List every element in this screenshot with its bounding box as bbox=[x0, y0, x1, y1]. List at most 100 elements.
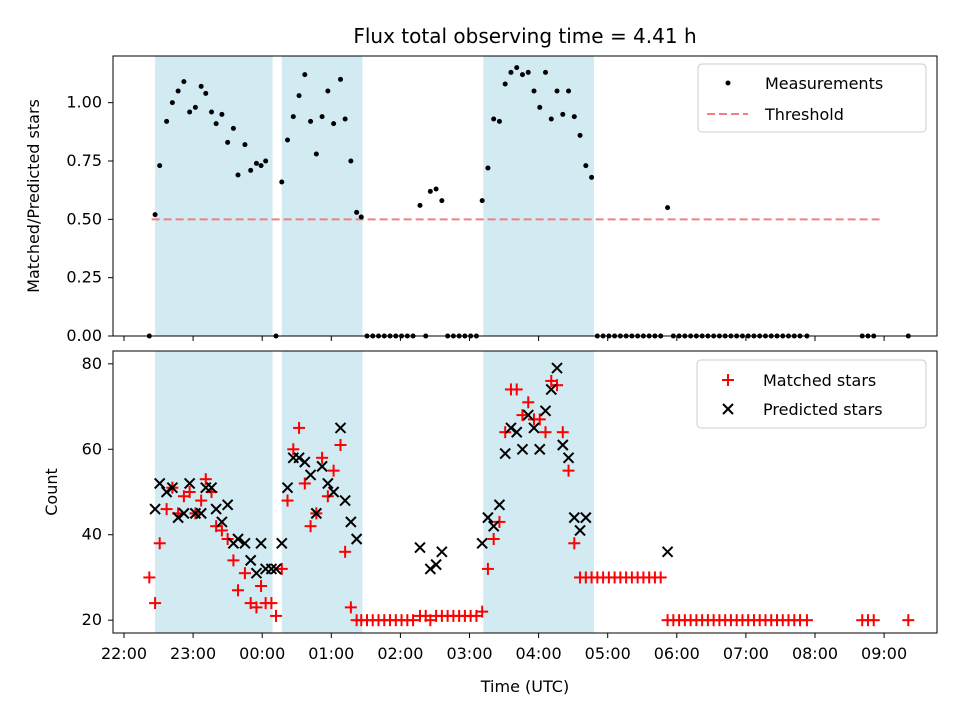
bottom-shade-interval-2 bbox=[483, 351, 594, 633]
predicted-point-44 bbox=[493, 499, 506, 511]
predicted-point-29 bbox=[310, 507, 323, 520]
predicted-point-31 bbox=[322, 477, 334, 490]
matched-point-119 bbox=[902, 614, 915, 627]
legend-threshold-label: Threshold bbox=[764, 105, 844, 124]
matched-point-17 bbox=[238, 567, 251, 580]
measurement-point-72 bbox=[560, 111, 566, 117]
bottom-shaded-intervals bbox=[155, 351, 594, 633]
x-tick-label-10: 08:00 bbox=[792, 644, 838, 663]
bottom-y-tick-label-3: 80 bbox=[82, 354, 102, 373]
predicted-point-35 bbox=[345, 516, 357, 528]
x-tick-label-2: 00:00 bbox=[239, 644, 285, 663]
predicted-point-52 bbox=[539, 405, 552, 417]
matched-point-24 bbox=[275, 562, 288, 575]
matched-point-72 bbox=[551, 379, 564, 392]
predicted-point-4 bbox=[172, 511, 184, 524]
predicted-point-36 bbox=[350, 533, 363, 545]
measurement-point-34 bbox=[342, 116, 348, 122]
top-y-tick-label-0: 0.00 bbox=[66, 326, 102, 345]
matched-point-9 bbox=[195, 494, 208, 507]
matched-point-74 bbox=[562, 464, 575, 477]
measurement-point-33 bbox=[338, 76, 344, 82]
measurement-point-63 bbox=[508, 69, 514, 75]
matched-point-27 bbox=[293, 421, 306, 434]
measurement-point-70 bbox=[548, 116, 554, 122]
matched-point-22 bbox=[265, 597, 278, 610]
measurement-point-25 bbox=[290, 114, 296, 120]
measurement-point-73 bbox=[566, 88, 572, 94]
matched-point-10 bbox=[199, 473, 212, 486]
top-y-ticks: 0.00 0.25 0.50 0.75 1.00 bbox=[66, 93, 113, 345]
x-tick-label-3: 01:00 bbox=[308, 644, 354, 663]
x-tick-label-4: 02:00 bbox=[377, 644, 423, 663]
matched-point-2 bbox=[153, 537, 166, 550]
matched-point-32 bbox=[321, 490, 334, 503]
predicted-point-40 bbox=[436, 546, 448, 558]
measurement-point-8 bbox=[192, 104, 198, 110]
matched-point-115 bbox=[800, 614, 813, 627]
top-y-tick-label-4: 1.00 bbox=[66, 93, 102, 112]
matched-point-23 bbox=[270, 609, 283, 622]
measurement-point-27 bbox=[302, 72, 308, 78]
top-shade-interval-1 bbox=[281, 56, 363, 336]
matched-point-67 bbox=[522, 396, 535, 409]
predicted-point-47 bbox=[511, 426, 523, 438]
matched-point-33 bbox=[327, 464, 340, 477]
measurement-point-67 bbox=[531, 88, 537, 94]
measurement-point-9 bbox=[198, 83, 204, 89]
matched-point-69 bbox=[533, 413, 546, 426]
bottom-legend-box bbox=[696, 359, 927, 429]
matched-point-20 bbox=[255, 580, 268, 592]
bottom-y-tick-label-2: 60 bbox=[82, 439, 102, 458]
predicted-point-46 bbox=[505, 422, 517, 434]
matched-stars-points bbox=[143, 374, 915, 627]
predicted-point-11 bbox=[210, 503, 222, 515]
top-y-tick-label-2: 0.50 bbox=[66, 209, 102, 228]
measurement-point-29 bbox=[313, 151, 319, 157]
predicted-point-39 bbox=[430, 558, 442, 571]
legend-measurements-label: Measurements bbox=[765, 74, 883, 93]
x-tick-label-8: 06:00 bbox=[654, 644, 700, 663]
predicted-point-33 bbox=[334, 422, 347, 434]
measurement-point-76 bbox=[583, 163, 589, 169]
predicted-point-37 bbox=[414, 541, 426, 554]
predicted-point-22 bbox=[270, 563, 282, 575]
predicted-point-45 bbox=[499, 447, 511, 460]
matched-point-14 bbox=[221, 533, 234, 545]
measurement-point-16 bbox=[235, 172, 241, 178]
predicted-point-51 bbox=[534, 443, 546, 455]
measurement-point-49 bbox=[427, 188, 433, 194]
matched-point-34 bbox=[334, 439, 347, 451]
predicted-point-50 bbox=[528, 422, 540, 434]
top-shaded-intervals bbox=[155, 56, 594, 336]
measurement-point-69 bbox=[543, 69, 549, 75]
measurement-point-4 bbox=[169, 100, 175, 106]
x-tick-label-11: 09:00 bbox=[861, 644, 907, 663]
predicted-point-34 bbox=[339, 494, 351, 507]
predicted-point-28 bbox=[304, 469, 317, 481]
predicted-point-15 bbox=[232, 533, 244, 545]
predicted-point-27 bbox=[299, 456, 311, 468]
matched-point-31 bbox=[316, 451, 329, 464]
predicted-point-6 bbox=[183, 477, 196, 490]
matched-point-65 bbox=[510, 383, 523, 396]
predicted-point-17 bbox=[244, 554, 257, 567]
matched-point-3 bbox=[160, 503, 173, 516]
legend-measurements-marker bbox=[725, 80, 731, 86]
predicted-point-53 bbox=[545, 383, 557, 396]
x-tick-label-6: 04:00 bbox=[516, 644, 562, 663]
measurement-point-59 bbox=[485, 165, 491, 171]
measurement-point-47 bbox=[417, 202, 423, 208]
predicted-point-57 bbox=[568, 511, 581, 524]
bottom-x-ticks: 22:00 23:00 00:00 01:00 02:00 03:00 04:00 05:00… bbox=[101, 633, 907, 663]
measurement-point-31 bbox=[325, 88, 331, 94]
predicted-point-16 bbox=[239, 537, 251, 549]
measurement-point-61 bbox=[496, 118, 502, 124]
bottom-y-tick-label-1: 40 bbox=[82, 525, 102, 544]
matched-point-60 bbox=[481, 562, 494, 575]
predicted-point-10 bbox=[205, 482, 218, 494]
measurement-point-10 bbox=[203, 90, 209, 96]
measurement-point-65 bbox=[519, 72, 525, 78]
measurement-point-74 bbox=[571, 114, 577, 120]
